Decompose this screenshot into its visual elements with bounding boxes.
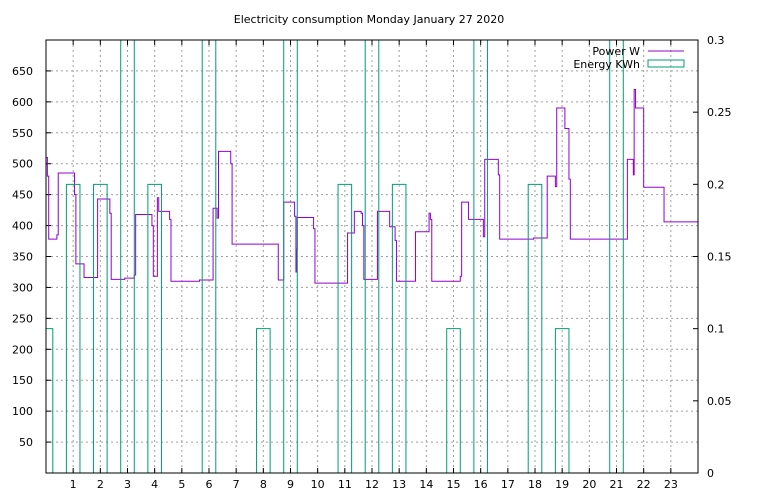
y-tick-label-10: 550 [12,127,33,140]
y-tick-label-12: 650 [12,65,33,78]
y-tick-label-1: 100 [12,405,33,418]
x-tick-label-5: 6 [206,478,213,491]
y2-tick-label-4: 0.2 [707,178,725,191]
y-tick-label-9: 500 [12,158,33,171]
y2-tick-label-6: 0.3 [707,34,725,47]
plot-frame [45,39,699,474]
y-tick-label-7: 400 [12,220,33,233]
x-tick-label-16: 17 [501,478,515,491]
y2-tick-label-5: 0.25 [707,106,732,119]
legend: Power W Energy KWh [573,45,685,71]
x-tick-label-8: 9 [287,478,294,491]
x-tick-label-11: 12 [365,478,379,491]
y2-tick-label-3: 0.15 [707,251,732,264]
x-tick-label-14: 15 [447,478,461,491]
x-tick-label-21: 22 [637,478,651,491]
x-tick-label-12: 13 [392,478,406,491]
y-tick-label-8: 450 [12,189,33,202]
x-tick-label-1: 2 [97,478,104,491]
y-tick-label-6: 350 [12,251,33,264]
y-tick-label-4: 250 [12,312,33,325]
x-tick-label-15: 16 [474,478,488,491]
y-tick-label-0: 50 [19,436,33,449]
y2-tick-label-1: 0.05 [707,395,732,408]
x-tick-label-7: 8 [260,478,267,491]
y-tick-label-11: 600 [12,96,33,109]
x-axis: 1 2 3 4 5 6 7 8 9 10 11 12 13 14 15 16 17 18 19 20 21 22 23 [70,40,678,491]
y-tick-label-5: 300 [12,281,33,294]
x-tick-label-0: 1 [70,478,77,491]
x-tick-label-6: 7 [233,478,240,491]
legend-label-energy: Energy KWh [573,58,640,71]
legend-label-power: Power W [592,45,640,58]
legend-swatch-energy [647,59,685,68]
y-axis-right: 0 0.05 0.1 0.15 0.2 0.25 0.3 [693,34,732,480]
x-tick-label-2: 3 [124,478,131,491]
y-tick-label-2: 150 [12,374,33,387]
grid [46,40,698,473]
x-tick-label-10: 11 [338,478,352,491]
y2-tick-label-2: 0.1 [707,323,725,336]
series-power-line [46,88,699,284]
x-tick-label-4: 5 [178,478,185,491]
x-tick-label-20: 21 [610,478,624,491]
y-tick-label-3: 200 [12,343,33,356]
x-tick-label-17: 18 [528,478,542,491]
x-tick-label-22: 23 [664,478,678,491]
y2-tick-label-0: 0 [707,467,714,480]
x-tick-label-18: 19 [555,478,569,491]
x-tick-label-19: 20 [582,478,596,491]
x-tick-label-9: 10 [311,478,325,491]
chart-title: Electricity consumption Monday January 2… [234,13,504,26]
x-tick-label-13: 14 [419,478,433,491]
x-tick-label-3: 4 [151,478,158,491]
y-axis-left: 50 100 150 200 250 300 350 400 450 500 550 600 650 [12,65,51,449]
